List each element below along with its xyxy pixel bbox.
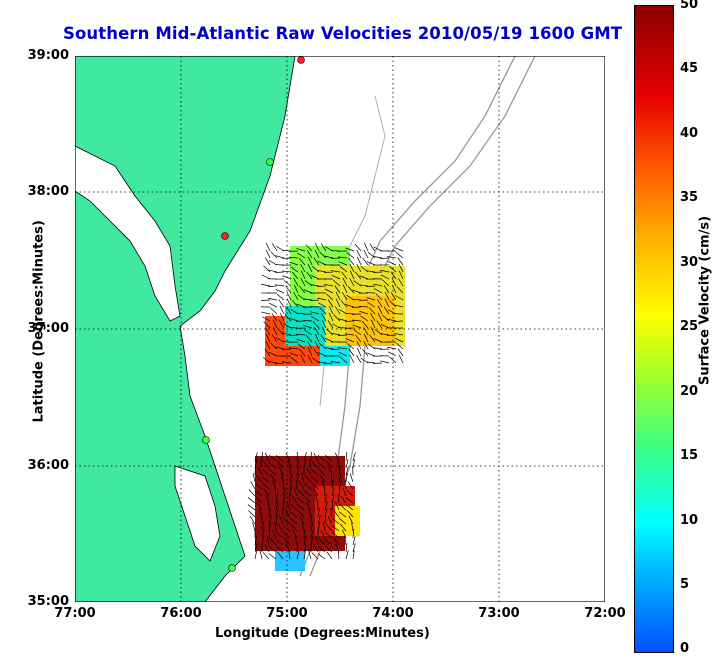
colorbar [634,5,674,653]
colorbar-tick: 35 [680,190,699,205]
map-canvas [74,55,606,603]
colorbar-tick: 20 [680,384,699,399]
y-tick-label: 39:00 [27,48,69,63]
station-marker [297,56,305,64]
x-tick-label: 77:00 [54,606,96,621]
colorbar-tick: 40 [680,126,699,141]
colorbar-tick: 15 [680,448,699,463]
colorbar-tick: 10 [680,513,699,528]
colorbar-tick: 25 [680,319,699,334]
map-plot [74,55,606,603]
y-axis-label: Latitude (Degrees:Minutes) [31,220,47,423]
colorbar-tick: 45 [680,61,699,76]
x-axis-label: Longitude (Degrees:Minutes) [215,626,430,641]
x-tick-label: 73:00 [478,606,520,621]
station-marker [228,564,236,572]
station-marker [202,436,210,444]
grid [75,56,605,602]
y-tick-label: 36:00 [27,458,69,473]
y-tick-label: 38:00 [27,184,69,199]
x-tick-label: 72:00 [584,606,626,621]
colorbar-tick: 5 [680,577,690,592]
y-tick-label: 35:00 [27,594,69,609]
velocity-arrows [247,242,404,560]
x-tick-label: 74:00 [372,606,414,621]
chesapeake-bay [74,145,181,322]
station-marker [221,232,229,240]
x-tick-label: 76:00 [160,606,202,621]
colorbar-tick: 50 [680,0,699,12]
sound [174,465,221,562]
colorbar-tick: 0 [680,641,690,656]
y-tick-label: 37:00 [27,321,69,336]
x-tick-label: 75:00 [266,606,308,621]
colorbar-tick: 30 [680,255,699,270]
colorbar-label: Surface Velocity (cm/s) [697,215,713,386]
station-marker [266,158,274,166]
map-title: Southern Mid-Atlantic Raw Velocities 201… [63,24,623,43]
